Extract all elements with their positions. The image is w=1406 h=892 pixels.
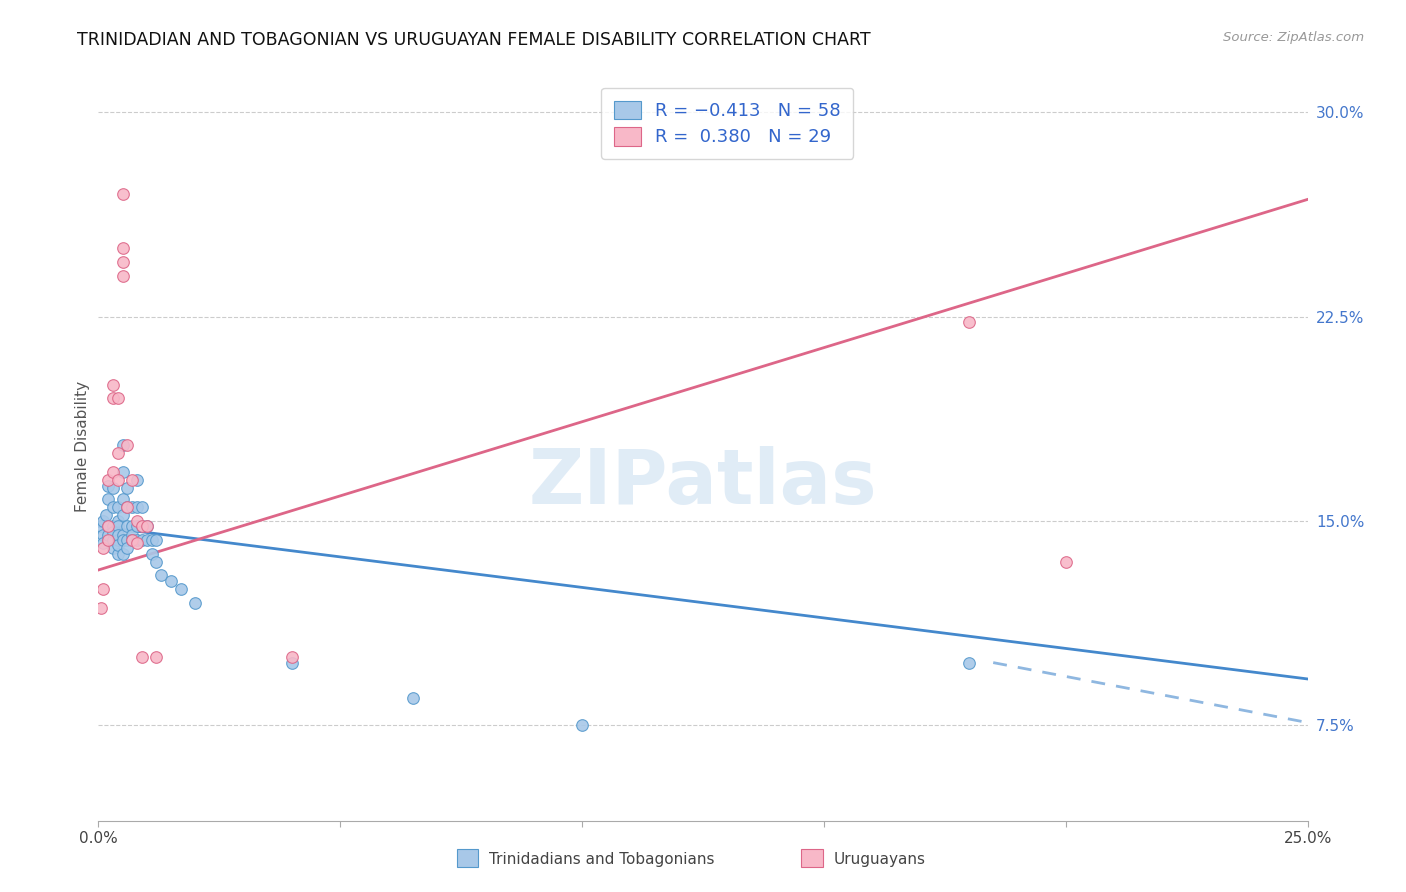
- Point: [111, 527, 134, 541]
- Point: [117, 541, 139, 556]
- Point: [97, 519, 120, 533]
- Point: [101, 481, 124, 495]
- Point: [111, 492, 134, 507]
- Point: [107, 519, 129, 533]
- Point: [91, 535, 114, 549]
- Point: [90, 601, 112, 615]
- Text: ZIPatlas: ZIPatlas: [529, 447, 877, 520]
- Point: [131, 500, 153, 515]
- Legend: R = −0.413   N = 58, R =  0.380   N = 29: R = −0.413 N = 58, R = 0.380 N = 29: [600, 88, 853, 159]
- Point: [121, 500, 143, 515]
- Point: [97, 533, 120, 547]
- Point: [160, 574, 183, 588]
- Point: [127, 533, 149, 547]
- Point: [141, 547, 163, 561]
- Point: [135, 519, 157, 533]
- Point: [117, 500, 139, 515]
- Point: [101, 524, 124, 539]
- Point: [107, 514, 129, 528]
- Point: [117, 519, 139, 533]
- Point: [127, 473, 149, 487]
- Point: [107, 547, 129, 561]
- Point: [121, 527, 143, 541]
- Point: [97, 492, 120, 507]
- Point: [111, 242, 134, 256]
- Point: [145, 533, 167, 547]
- Point: [121, 473, 143, 487]
- Point: [90, 519, 112, 533]
- Point: [135, 519, 157, 533]
- Point: [107, 392, 129, 406]
- Point: [127, 535, 149, 549]
- Point: [111, 508, 134, 523]
- Point: [107, 446, 129, 460]
- Point: [91, 582, 114, 596]
- Text: Source: ZipAtlas.com: Source: ZipAtlas.com: [1223, 31, 1364, 45]
- Point: [111, 465, 134, 479]
- Text: Uruguayans: Uruguayans: [834, 853, 925, 867]
- Point: [97, 519, 120, 533]
- Text: TRINIDADIAN AND TOBAGONIAN VS URUGUAYAN FEMALE DISABILITY CORRELATION CHART: TRINIDADIAN AND TOBAGONIAN VS URUGUAYAN …: [77, 31, 870, 49]
- Point: [91, 514, 114, 528]
- Point: [111, 268, 134, 283]
- Point: [121, 533, 143, 547]
- Point: [107, 500, 129, 515]
- Point: [135, 533, 157, 547]
- Point: [117, 437, 139, 451]
- Point: [127, 519, 149, 533]
- Point: [145, 650, 167, 665]
- Point: [117, 481, 139, 495]
- Point: [101, 519, 124, 533]
- Point: [281, 650, 304, 665]
- Point: [107, 527, 129, 541]
- Point: [97, 527, 120, 541]
- Point: [97, 478, 120, 492]
- Point: [402, 691, 425, 706]
- Point: [101, 377, 124, 392]
- Point: [94, 508, 117, 523]
- Point: [131, 533, 153, 547]
- Point: [101, 500, 124, 515]
- Point: [145, 555, 167, 569]
- Point: [111, 547, 134, 561]
- Point: [97, 473, 120, 487]
- Point: [91, 527, 114, 541]
- Y-axis label: Female Disability: Female Disability: [75, 380, 90, 512]
- Point: [571, 718, 593, 732]
- Point: [107, 538, 129, 552]
- Point: [107, 533, 129, 547]
- Point: [111, 437, 134, 451]
- Point: [184, 596, 207, 610]
- Point: [957, 315, 980, 329]
- Point: [117, 500, 139, 515]
- Point: [107, 473, 129, 487]
- Point: [141, 533, 163, 547]
- Point: [150, 568, 173, 582]
- Point: [957, 656, 980, 670]
- Point: [1054, 555, 1077, 569]
- Text: Trinidadians and Tobagonians: Trinidadians and Tobagonians: [489, 853, 714, 867]
- Point: [111, 186, 134, 201]
- Point: [101, 533, 124, 547]
- Point: [97, 533, 120, 547]
- Point: [111, 255, 134, 269]
- Point: [131, 650, 153, 665]
- Point: [117, 533, 139, 547]
- Point: [127, 500, 149, 515]
- Point: [131, 519, 153, 533]
- Point: [131, 519, 153, 533]
- Point: [169, 582, 191, 596]
- Point: [91, 541, 114, 556]
- Point: [121, 533, 143, 547]
- Point: [121, 519, 143, 533]
- Point: [101, 541, 124, 556]
- Point: [281, 656, 304, 670]
- Point: [127, 514, 149, 528]
- Point: [101, 392, 124, 406]
- Point: [111, 533, 134, 547]
- Point: [101, 465, 124, 479]
